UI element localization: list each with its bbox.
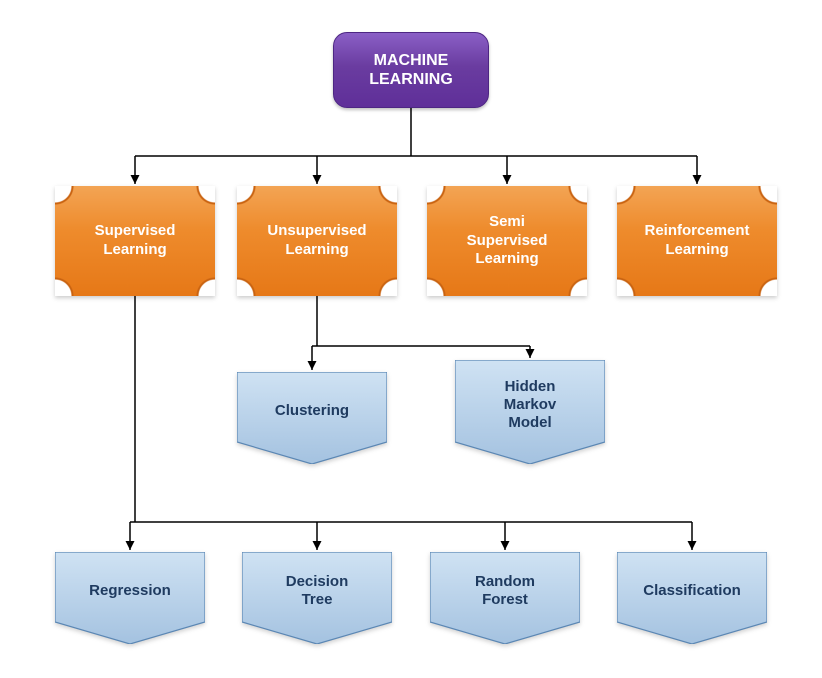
node-hmm: HiddenMarkovModel xyxy=(455,360,605,464)
node-label: DecisionTree xyxy=(286,573,349,623)
node-label: RandomForest xyxy=(475,573,535,623)
node-label: Classification xyxy=(643,582,741,614)
node-reinforce: ReinforcementLearning xyxy=(617,186,777,296)
node-unsupervised: UnsupervisedLearning xyxy=(237,186,397,296)
node-root: MACHINELEARNING xyxy=(333,32,489,108)
node-label: Clustering xyxy=(275,402,349,434)
node-label: HiddenMarkovModel xyxy=(504,378,557,446)
node-label: MACHINELEARNING xyxy=(369,51,453,89)
node-semi: SemiSupervisedLearning xyxy=(427,186,587,296)
node-supervised: SupervisedLearning xyxy=(55,186,215,296)
node-rforest: RandomForest xyxy=(430,552,580,644)
node-label: Regression xyxy=(89,582,171,614)
node-label: SupervisedLearning xyxy=(95,222,176,260)
node-label: ReinforcementLearning xyxy=(644,222,749,260)
node-label: SemiSupervisedLearning xyxy=(467,213,548,269)
node-classif: Classification xyxy=(617,552,767,644)
node-dtree: DecisionTree xyxy=(242,552,392,644)
node-clustering: Clustering xyxy=(237,372,387,464)
ml-taxonomy-diagram: MACHINELEARNING SupervisedLearning Unsuper… xyxy=(0,0,822,678)
node-regression: Regression xyxy=(55,552,205,644)
node-label: UnsupervisedLearning xyxy=(267,222,366,260)
